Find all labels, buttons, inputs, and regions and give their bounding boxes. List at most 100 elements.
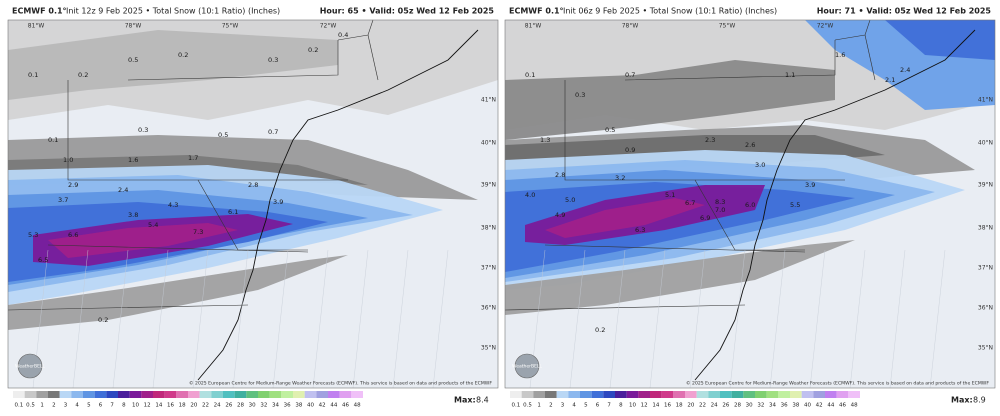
snow-amount: 6.6 — [68, 231, 78, 239]
county-line — [569, 249, 586, 389]
colorbar-swatch — [661, 391, 674, 398]
colorbar-swatch — [246, 391, 258, 398]
map-area: 0.1 0.2 0.5 0.2 0.3 0.1 0.3 0.5 0.7 1.0 1.6 1.7 2.9 2… — [7, 19, 498, 389]
logo-mark — [17, 353, 43, 379]
snow-shading — [8, 255, 348, 330]
county-line — [729, 249, 746, 389]
county-line — [352, 249, 369, 389]
snow-amount: 0.3 — [138, 126, 148, 134]
colorbar-label: 32 — [757, 403, 764, 409]
colorbar-swatch — [545, 391, 557, 398]
county-line — [232, 249, 249, 389]
snow-amount: 0.1 — [525, 71, 535, 79]
snow-amount: 1.7 — [188, 154, 198, 162]
colorbar-swatch — [13, 391, 25, 398]
copyright: © 2025 European Centre for Medium-Range … — [686, 380, 989, 387]
colorbar-swatch — [591, 391, 604, 398]
county-line — [112, 249, 129, 389]
colorbar-swatch — [801, 391, 814, 398]
snow-amount: 2.4 — [118, 186, 128, 194]
colorbar-swatch — [603, 391, 615, 398]
colorbar-label: 42 — [319, 403, 326, 409]
snow-amount: 0.2 — [308, 46, 318, 54]
colorbar-swatch — [521, 391, 534, 398]
colorbar-label: 3 — [64, 403, 68, 409]
colorbar-swatch — [141, 391, 153, 398]
colorbar-label: 24 — [711, 403, 718, 409]
colorbar-swatch — [533, 391, 545, 398]
colorbar-label: 40 — [307, 403, 314, 409]
max-label: Max: — [951, 396, 973, 405]
colorbar-label: 18 — [179, 403, 186, 409]
colorbar-label: 22 — [699, 403, 706, 409]
latitude-label: 38°N — [978, 225, 993, 232]
state-border — [624, 40, 836, 81]
snow-amount: 0.7 — [268, 128, 278, 136]
colorbar-label: 1 — [537, 403, 541, 409]
longitude-label: 81°W — [525, 23, 542, 30]
county-line — [689, 249, 706, 389]
colorbar-swatch — [510, 391, 522, 398]
colorbar-label: 12 — [144, 403, 151, 409]
snow-amount: 6.9 — [700, 214, 710, 222]
county-line — [272, 249, 289, 389]
colorbar-swatch — [696, 391, 709, 398]
state-border — [564, 80, 845, 181]
colorbar-label: 36 — [781, 403, 788, 409]
county-line — [649, 249, 666, 389]
county-line — [72, 249, 89, 389]
colorbar-swatch — [269, 391, 282, 398]
colorbar-swatch — [568, 391, 580, 398]
state-border — [127, 40, 339, 81]
colorbar-label: 6 — [596, 403, 600, 409]
colorbar-swatch — [836, 391, 849, 398]
snow-amount: 6.5 — [38, 256, 48, 264]
state-border — [7, 304, 249, 311]
snow-amount: 3.7 — [58, 196, 68, 204]
colorbar-label: 0.5 — [523, 403, 532, 409]
coastline — [197, 29, 479, 381]
snow-amount: 0.7 — [625, 71, 635, 79]
latitude-label: 41°N — [481, 97, 496, 104]
colorbar-swatch — [176, 391, 188, 398]
snow-amount: 3.0 — [755, 161, 765, 169]
colorbar-label: 28 — [734, 403, 741, 409]
colorbar-label: 34 — [769, 403, 776, 409]
snow-shading — [8, 30, 338, 100]
snow-amount: 1.6 — [128, 156, 138, 164]
snow-amount: 5.0 — [565, 196, 575, 204]
colorbar-swatch — [234, 391, 247, 398]
county-line — [392, 249, 409, 389]
colorbar-label: 10 — [132, 403, 139, 409]
longitude-label: 72°W — [320, 23, 337, 30]
colorbar-label: 20 — [687, 403, 694, 409]
snow-amount: 2.8 — [555, 171, 565, 179]
valid-time: Hour: 65 • Valid: 05z Wed 12 Feb 2025 — [320, 7, 495, 16]
latitude-label: 35°N — [481, 345, 496, 352]
logo-text: WeatherBELL — [15, 364, 45, 370]
colorbar-swatch — [164, 391, 177, 398]
max-label: Max: — [454, 396, 476, 405]
colorbar-swatch — [316, 391, 328, 398]
colorbar-label: 24 — [214, 403, 221, 409]
colorbar-label: 28 — [237, 403, 244, 409]
snow-amount: 4.3 — [168, 201, 178, 209]
colorbar-label: 36 — [284, 403, 291, 409]
snow-amount: 3.9 — [805, 181, 815, 189]
colorbar-swatch — [188, 391, 200, 398]
colorbar-label: 22 — [202, 403, 209, 409]
longitude-label: 78°W — [622, 23, 639, 30]
snow-amount: 2.1 — [885, 76, 895, 84]
colorbar-label: 12 — [641, 403, 648, 409]
snow-shading — [885, 20, 995, 60]
colorbar-label: 16 — [167, 403, 174, 409]
longitude-label: 75°W — [719, 23, 736, 30]
snow-amount: 6.7 — [685, 199, 695, 207]
latitude-label: 37°N — [978, 265, 993, 272]
state-border — [504, 304, 746, 311]
colorbar-swatch — [339, 391, 352, 398]
colorbar-swatch — [293, 391, 305, 398]
snow-amount: 3.8 — [128, 211, 138, 219]
colorbar-label: 38 — [792, 403, 799, 409]
